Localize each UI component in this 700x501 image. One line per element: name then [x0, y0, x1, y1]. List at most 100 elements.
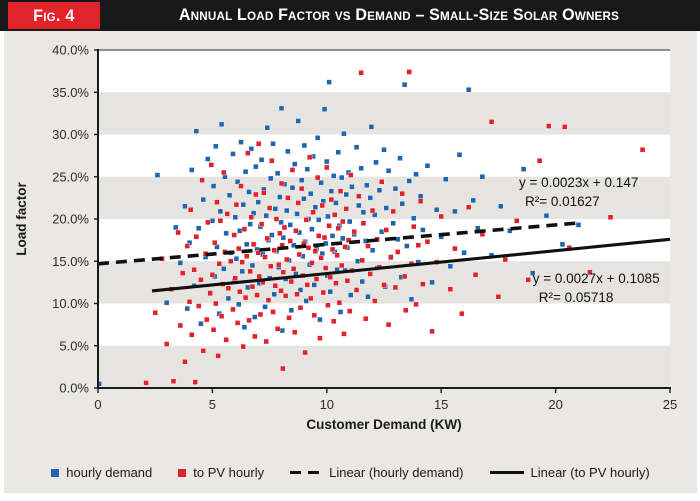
to-pv-hourly-point [143, 380, 149, 386]
to-pv-hourly-point [270, 309, 276, 315]
hourly-demand-point [443, 176, 449, 182]
hourly-demand-point [264, 125, 271, 131]
to-pv-hourly-point [392, 284, 399, 291]
hourly-demand-point [209, 217, 216, 224]
hourly-demand-point [333, 200, 339, 206]
legend-label-hourly-demand: hourly demand [66, 465, 153, 480]
to-pv-hourly-point [292, 329, 298, 335]
hourly-demand-point [200, 196, 206, 203]
hourly-demand-point [575, 222, 582, 228]
to-pv-hourly-point [536, 157, 543, 164]
to-pv-hourly-point [312, 248, 319, 254]
hourly-demand-point [301, 196, 307, 202]
hourly-demand-point [298, 177, 305, 183]
to-pv-hourly-point [280, 269, 287, 275]
hourly-demand-point [411, 215, 417, 221]
to-pv-hourly-point [248, 214, 254, 221]
hourly-demand-point [223, 230, 229, 237]
solid-trendline [151, 237, 671, 293]
to-pv-hourly-point [317, 335, 323, 341]
to-pv-hourly-point [353, 287, 360, 293]
hourly-demand-point [184, 305, 190, 312]
hourly-demand-point [304, 166, 311, 172]
to-pv-hourly-point [254, 292, 260, 298]
to-pv-hourly-point [269, 157, 275, 164]
hourly-demand-point [295, 118, 301, 124]
hourly-demand-point [408, 296, 415, 302]
to-pv-hourly-point [217, 217, 224, 224]
x-tick-label: 20 [548, 397, 562, 412]
hourly-demand-point [392, 185, 399, 192]
scatter-plot: y = 0.0023x + 0.147 R²= 0.01627 y = 0.0027… [14, 43, 677, 433]
hourly-demand-point [479, 174, 486, 180]
to-pv-hourly-point [262, 254, 268, 260]
to-pv-hourly-point [191, 266, 197, 273]
to-pv-hourly-point [326, 223, 332, 229]
to-pv-hourly-point [335, 225, 341, 231]
to-pv-hourly-point [295, 200, 301, 206]
to-pv-hourly-point [225, 285, 232, 291]
to-pv-hourly-point [192, 379, 198, 385]
to-pv-hourly-point [472, 272, 479, 278]
to-pv-hourly-point [236, 245, 242, 252]
to-pv-hourly-point [221, 169, 227, 176]
to-pv-hourly-point [488, 119, 495, 125]
hourly-demand-point [242, 168, 249, 175]
x-tick-label: 0 [94, 397, 101, 412]
to-pv-hourly-point [282, 293, 289, 299]
hourly-demand-point [218, 121, 225, 128]
hourly-demand-point [365, 294, 371, 300]
hourly-demand-point [543, 212, 550, 219]
hourly-demand-point [230, 151, 236, 157]
hourly-demand-point [177, 260, 184, 266]
to-pv-hourly-point [406, 69, 412, 75]
to-pv-hourly-point [234, 320, 241, 326]
hourly-demand-point [326, 79, 332, 85]
hourly-demand-point [210, 183, 217, 189]
hourly-demand-point [497, 203, 504, 210]
to-pv-hourly-point [288, 278, 295, 285]
to-pv-hourly-point [343, 206, 349, 212]
to-pv-hourly-point [182, 359, 188, 365]
hourly-demand-point [404, 243, 410, 249]
to-pv-hourly-point [381, 282, 387, 288]
legend-label-linear-hourly-demand: Linear (hourly demand) [329, 465, 464, 480]
hourly-demand-point [189, 167, 195, 173]
to-pv-hourly-point [200, 348, 206, 354]
to-pv-hourly-point [420, 281, 426, 287]
to-pv-hourly-point [362, 316, 369, 322]
trendline-equation-2: y = 0.0027x + 0.1085 [533, 271, 660, 286]
to-pv-hourly-point [314, 174, 321, 181]
to-pv-hourly-point [447, 286, 454, 292]
hourly-demand-point [318, 179, 324, 186]
dashed-line-icon [290, 470, 323, 475]
hourly-demand-point [217, 208, 224, 215]
y-axis-title: Load factor [14, 182, 29, 256]
to-pv-hourly-point [337, 188, 344, 194]
to-pv-hourly-point [195, 303, 202, 309]
to-pv-hourly-point [255, 141, 262, 147]
hourly-demand-point [356, 202, 362, 209]
chart-panel: y = 0.0023x + 0.147 R²= 0.01627 y = 0.0027… [4, 31, 697, 493]
to-pv-hourly-point [417, 198, 424, 204]
to-pv-hourly-point [334, 252, 340, 259]
hourly-demand-point [248, 146, 254, 152]
y-tick-label: 0.0% [59, 381, 89, 396]
to-pv-hourly-point [379, 179, 385, 185]
to-pv-hourly-point [277, 230, 283, 237]
hourly-demand-point [258, 157, 265, 163]
to-pv-hourly-point [403, 307, 409, 313]
legend-item-hourly-demand: hourly demand [51, 465, 152, 480]
to-pv-hourly-point [348, 172, 354, 178]
hourly-demand-point [364, 182, 370, 188]
hourly-demand-point [376, 187, 383, 193]
to-pv-hourly-point [253, 191, 259, 198]
to-pv-hourly-point [278, 288, 284, 294]
hourly-demand-point [255, 199, 261, 205]
to-pv-hourly-point [230, 306, 236, 313]
to-pv-hourly-point [311, 312, 317, 319]
to-pv-hourly-point [390, 208, 396, 215]
to-pv-hourly-point [255, 250, 261, 256]
hourly-demand-point [354, 258, 361, 264]
to-pv-hourly-point [495, 294, 502, 300]
